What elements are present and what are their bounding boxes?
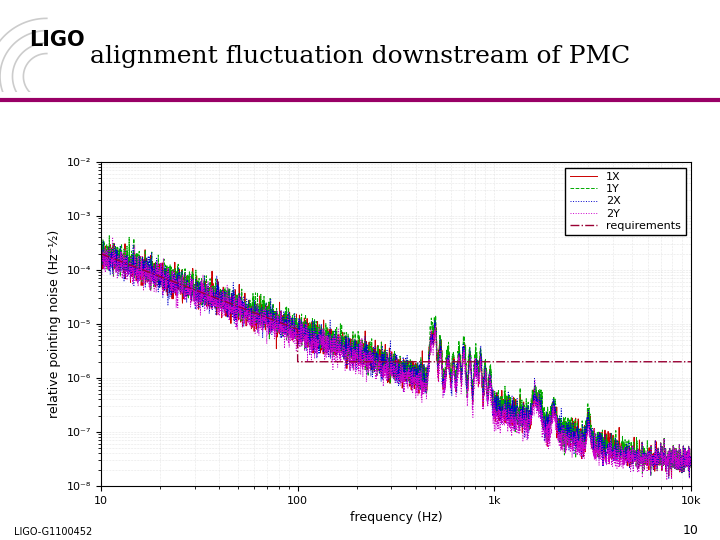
2Y xyxy=(612,457,621,463)
1X xyxy=(675,469,684,475)
requirements xyxy=(323,359,332,365)
requirements xyxy=(348,359,357,365)
1Y xyxy=(323,328,332,335)
1Y xyxy=(164,272,173,278)
2Y xyxy=(96,256,105,263)
Line: 1Y: 1Y xyxy=(101,236,691,478)
1Y xyxy=(199,291,207,297)
requirements xyxy=(612,359,621,365)
1Y xyxy=(96,251,105,258)
Text: 10: 10 xyxy=(683,524,698,537)
1Y xyxy=(685,475,694,481)
requirements xyxy=(293,359,302,365)
2X xyxy=(199,289,207,296)
2X xyxy=(348,353,357,359)
2Y xyxy=(199,291,207,297)
2Y xyxy=(687,464,696,471)
Y-axis label: relative pointing noise (Hz⁻½): relative pointing noise (Hz⁻½) xyxy=(48,230,61,418)
1X xyxy=(199,284,207,290)
2X xyxy=(687,464,696,471)
requirements xyxy=(687,359,696,365)
2X xyxy=(164,265,173,272)
Text: alignment fluctuation downstream of PMC: alignment fluctuation downstream of PMC xyxy=(90,44,630,68)
Line: 2X: 2X xyxy=(101,241,691,479)
1X xyxy=(612,453,621,459)
Text: LIGO-G1100452: LIGO-G1100452 xyxy=(14,527,93,537)
1Y xyxy=(105,233,114,239)
2Y xyxy=(164,264,173,271)
2X xyxy=(665,476,673,482)
requirements xyxy=(675,359,684,365)
1Y xyxy=(612,446,621,453)
1X xyxy=(667,475,676,481)
1Y xyxy=(687,464,696,471)
2X xyxy=(96,242,105,249)
2Y xyxy=(323,331,332,338)
1X xyxy=(687,464,696,471)
X-axis label: frequency (Hz): frequency (Hz) xyxy=(350,511,442,524)
requirements xyxy=(164,276,173,283)
Line: 2Y: 2Y xyxy=(101,238,691,480)
2Y xyxy=(662,477,671,483)
2Y xyxy=(348,347,357,353)
requirements xyxy=(96,251,105,257)
1X xyxy=(323,340,331,346)
1Y xyxy=(675,468,684,474)
Line: requirements: requirements xyxy=(101,254,691,362)
2Y xyxy=(108,235,117,241)
2Y xyxy=(675,461,684,467)
2X xyxy=(323,342,332,348)
1X xyxy=(348,343,357,350)
2X xyxy=(612,456,621,462)
1Y xyxy=(348,328,357,335)
2X xyxy=(675,461,684,467)
1X xyxy=(164,285,173,291)
Text: LIGO: LIGO xyxy=(29,30,84,50)
Line: 1X: 1X xyxy=(101,237,691,478)
Legend: 1X, 1Y, 2X, 2Y, requirements: 1X, 1Y, 2X, 2Y, requirements xyxy=(565,167,685,235)
requirements xyxy=(199,290,207,296)
2X xyxy=(99,238,108,244)
1X xyxy=(96,234,105,240)
